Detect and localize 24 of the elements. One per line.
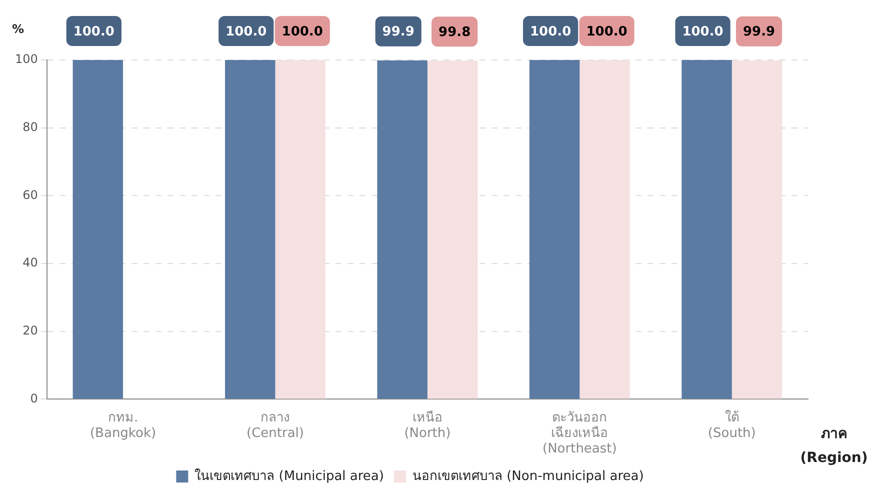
- x-tick-label: ใต้ (South): [708, 409, 756, 441]
- y-tick-label: 60: [22, 188, 38, 202]
- data-label: 100.0: [73, 24, 114, 40]
- legend-label: ในเขตเทศบาล (Municipal area): [194, 468, 384, 484]
- legend-label: นอกเขตเทศบาล (Non-municipal area): [412, 468, 644, 484]
- data-label: 100.0: [586, 24, 628, 40]
- data-label: 100.0: [282, 24, 323, 40]
- data-label: 99.8: [438, 25, 471, 40]
- x-tick-label: เหนือ (North): [404, 409, 451, 441]
- y-tick-label: 20: [22, 323, 38, 338]
- data-label: 100.0: [530, 24, 572, 40]
- y-tick-label: 0: [30, 391, 38, 406]
- y-axis-title: %: [12, 22, 24, 36]
- data-label: 99.9: [382, 24, 414, 40]
- x-axis-title: ภาค (Region): [800, 426, 868, 466]
- y-tick-label: 100: [15, 52, 38, 66]
- y-tick-label: 80: [22, 120, 38, 134]
- x-tick-label: ตะวันออก เฉียงเหนือ (Northeast): [542, 410, 617, 457]
- y-tick-label: 40: [22, 256, 38, 270]
- data-label: 100.0: [682, 24, 724, 40]
- x-tick-label: กทม. (Bangkok): [90, 410, 156, 441]
- data-label: 99.9: [742, 24, 776, 40]
- x-tick-label: กลาง (Central): [246, 410, 304, 441]
- data-label: 100.0: [226, 24, 267, 40]
